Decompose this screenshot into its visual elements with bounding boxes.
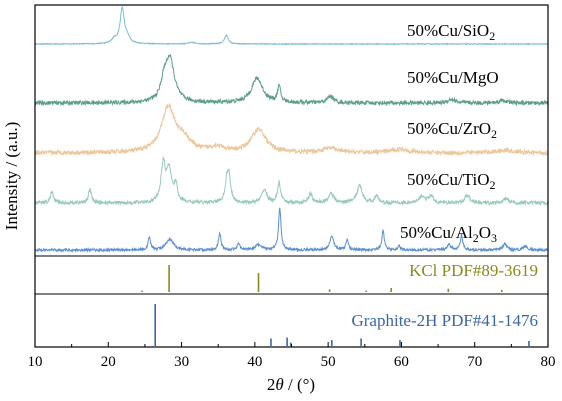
series-line <box>34 156 549 207</box>
x-tick-label: 10 <box>28 354 43 370</box>
series-50-cu-zro2: 50%Cu/ZrO2 <box>34 103 549 157</box>
x-tick-label: 20 <box>101 354 116 370</box>
reference-graphite-2h-pdf-41-1476: Graphite-2H PDF#41-1476 <box>154 304 538 346</box>
series-50-cu-mgo: 50%Cu/MgO <box>34 53 549 107</box>
x-tick-label: 50 <box>321 354 336 370</box>
x-axis-title: 2θ / (°) <box>267 375 315 394</box>
series-label-text: 50%Cu/MgO <box>407 68 499 87</box>
x-tick-label: 70 <box>467 354 482 370</box>
reference-label: KCl PDF#89-3619 <box>409 261 538 280</box>
series-line <box>34 53 549 107</box>
x-tick-label: 80 <box>541 354 556 370</box>
series-label-text: 50%Cu/Al <box>400 223 473 242</box>
series-label: 50%Cu/MgO <box>407 68 499 87</box>
series-line <box>34 207 549 253</box>
series-label: 50%Cu/ZrO2 <box>407 119 497 141</box>
series-label-text: O <box>479 223 491 242</box>
series-label: 50%Cu/Al2O3 <box>400 223 497 245</box>
x-tick-label: 40 <box>247 354 262 370</box>
x-axis-title-post: / (°) <box>284 375 315 394</box>
x-axis-ticks: 10 20 30 40 50 60 70 80 <box>28 342 556 370</box>
series-label-subscript: 2 <box>491 127 497 141</box>
series-line <box>34 103 549 157</box>
series-label: 50%Cu/TiO2 <box>407 170 496 192</box>
series-line <box>34 5 549 46</box>
series-label-subscript: 2 <box>489 29 495 43</box>
y-axis-title: Intensity / (a.u.) <box>2 122 21 231</box>
x-tick-label: 60 <box>394 354 409 370</box>
x-axis-title-var: θ <box>275 375 283 394</box>
plot-area: 50%Cu/SiO250%Cu/MgO50%Cu/ZrO250%Cu/TiO25… <box>34 5 549 346</box>
reference-kcl-pdf-89-3619: KCl PDF#89-3619 <box>141 261 538 292</box>
series-label-subscript: 3 <box>491 231 497 245</box>
series-label-subscript: 2 <box>490 178 496 192</box>
series-50-cu-tio2: 50%Cu/TiO2 <box>34 156 549 207</box>
series-label: 50%Cu/SiO2 <box>407 21 495 43</box>
series-label-subscript: 2 <box>473 231 479 245</box>
series-label-text: 50%Cu/SiO <box>407 21 489 40</box>
x-tick-label: 30 <box>174 354 189 370</box>
x-axis-title-pre: 2 <box>267 375 276 394</box>
series-label-text: 50%Cu/TiO <box>407 170 490 189</box>
series-50-cu-sio2: 50%Cu/SiO2 <box>34 5 549 46</box>
series-50-cu-al2o3: 50%Cu/Al2O3 <box>34 207 549 253</box>
reference-label: Graphite-2H PDF#41-1476 <box>351 311 538 330</box>
series-label-text: 50%Cu/ZrO <box>407 119 491 138</box>
